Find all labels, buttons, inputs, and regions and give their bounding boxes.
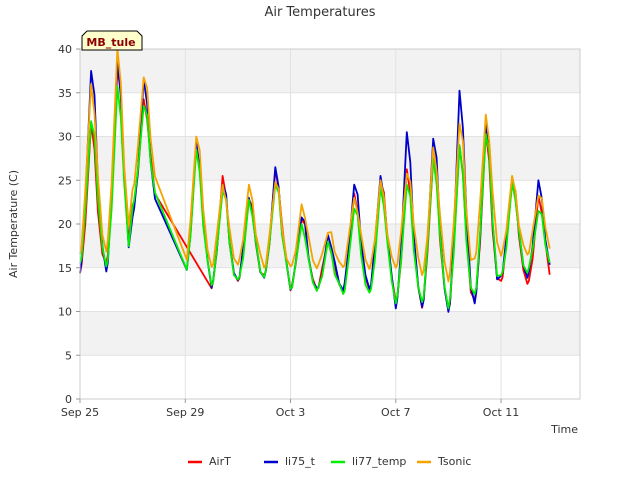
- series-line-AirT: [79, 67, 551, 312]
- y-tick-label: 15: [58, 262, 72, 275]
- grid-band: [80, 136, 580, 181]
- legend-label: li75_t: [285, 455, 316, 468]
- legend-item-Tsonic: Tsonic: [417, 455, 471, 468]
- y-tick-label: 20: [58, 218, 72, 231]
- y-tick-label: 25: [58, 174, 72, 187]
- series-lines: [79, 48, 551, 313]
- legend-label: li77_temp: [352, 455, 406, 468]
- legend-item-li75_t: li75_t: [264, 455, 316, 468]
- x-tick-label: Sep 29: [166, 406, 204, 419]
- series-line-li77_temp: [79, 85, 551, 310]
- background-bands: [80, 49, 580, 356]
- grid-band: [80, 49, 580, 93]
- chart-title: Air Temperatures: [264, 5, 375, 20]
- series-line-Tsonic: [79, 48, 551, 283]
- legend-label: AirT: [209, 455, 231, 468]
- x-tick-label: Oct 7: [381, 406, 411, 419]
- annotation-text: MB_tule: [86, 36, 135, 49]
- annotation-box: [81, 30, 143, 51]
- gridlines: [79, 48, 580, 400]
- y-axis-ticks: 0 5 10 15 20 25 30 35 40: [58, 43, 80, 406]
- y-tick-label: 35: [58, 87, 72, 100]
- y-tick-label: 10: [58, 306, 72, 319]
- y-tick-label: 40: [58, 43, 72, 56]
- legend-item-AirT: AirT: [188, 455, 231, 468]
- legend-label: Tsonic: [437, 455, 471, 468]
- x-tick-label: Oct 11: [483, 406, 520, 419]
- legend-item-li77_temp: li77_temp: [331, 455, 406, 468]
- y-axis-label: Air Temperature (C): [7, 170, 20, 278]
- y-tick-label: 30: [58, 131, 72, 144]
- plot-area: [79, 48, 581, 400]
- x-tick-label: Oct 3: [276, 406, 306, 419]
- legend: AirT li75_t li77_temp Tsonic: [188, 455, 471, 468]
- y-tick-label: 5: [65, 349, 72, 362]
- series-line-li75_t: [79, 58, 551, 313]
- y-tick-label: 0: [65, 393, 72, 406]
- annotation-label: MB_tule: [81, 30, 143, 51]
- grid-band: [80, 311, 580, 356]
- x-axis-label: Time: [550, 423, 578, 436]
- x-axis-ticks: Sep 25 Sep 29 Oct 3 Oct 7 Oct 11: [61, 399, 519, 419]
- x-tick-label: Sep 25: [61, 406, 99, 419]
